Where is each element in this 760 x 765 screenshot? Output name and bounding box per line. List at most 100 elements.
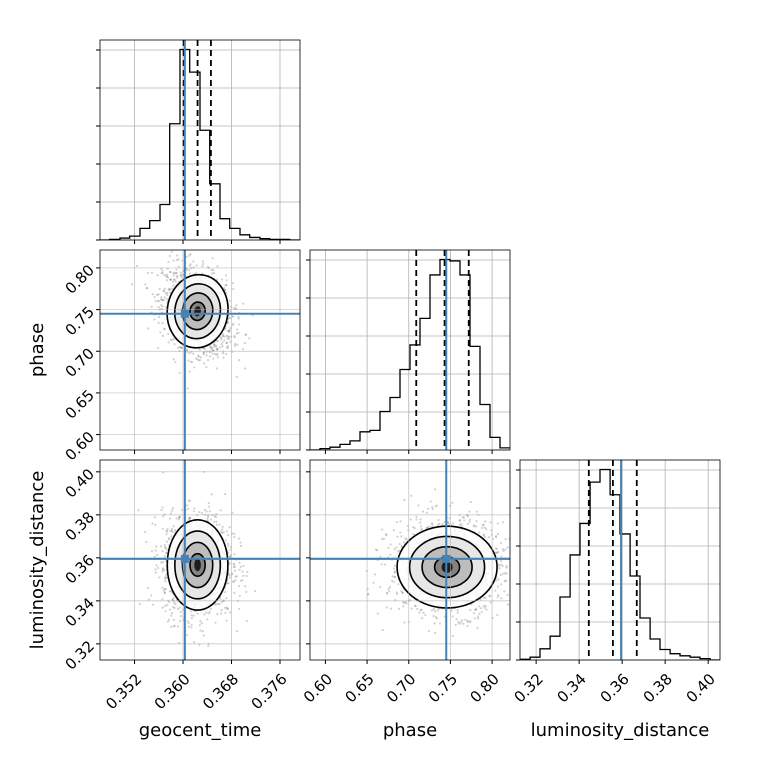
- sample-point: [392, 529, 396, 532]
- sample-point: [216, 347, 219, 351]
- y-tick-label-phase: 0.60: [62, 428, 98, 464]
- sample-point: [431, 523, 434, 526]
- sample-point: [164, 546, 167, 550]
- sample-point: [482, 534, 485, 537]
- sample-point: [511, 587, 513, 589]
- sample-point: [199, 629, 202, 632]
- sample-point: [405, 602, 408, 605]
- sample-point: [434, 616, 438, 619]
- sample-point: [494, 547, 497, 550]
- sample-point: [393, 575, 397, 578]
- sample-point: [399, 520, 402, 523]
- sample-point: [448, 517, 451, 520]
- sample-point: [168, 254, 171, 258]
- sample-point: [188, 370, 191, 373]
- sample-point: [414, 604, 417, 608]
- sample-point: [220, 612, 223, 615]
- sample-point: [214, 344, 217, 347]
- sample-point: [161, 321, 164, 325]
- y-tick-label-luminosity_distance: 0.32: [62, 637, 98, 673]
- sample-point: [367, 592, 370, 595]
- sample-point: [176, 254, 179, 257]
- sample-point: [403, 621, 406, 624]
- sample-point: [211, 352, 214, 355]
- sample-point: [150, 271, 154, 274]
- sample-point: [379, 555, 382, 558]
- sample-point: [153, 318, 156, 321]
- sample-point: [170, 612, 174, 615]
- sample-point: [173, 624, 176, 627]
- sample-point: [219, 509, 222, 512]
- sample-point: [172, 284, 175, 287]
- sample-point: [163, 591, 166, 594]
- sample-point: [176, 607, 180, 611]
- sample-point: [218, 523, 221, 526]
- sample-point: [173, 606, 176, 610]
- sample-point: [192, 614, 195, 617]
- sample-point: [168, 288, 171, 291]
- sample-point: [163, 328, 166, 331]
- sample-point: [224, 611, 227, 614]
- sample-point: [400, 589, 403, 593]
- sample-point: [200, 512, 204, 515]
- sample-point: [433, 610, 437, 613]
- sample-point: [494, 589, 497, 592]
- sample-point: [227, 338, 231, 341]
- sample-point: [499, 541, 503, 544]
- sample-point: [207, 644, 210, 648]
- sample-point: [225, 346, 229, 349]
- sample-point: [219, 597, 222, 600]
- sample-point: [233, 553, 236, 556]
- sample-point: [229, 548, 232, 551]
- sample-point: [167, 276, 170, 279]
- sample-point: [237, 315, 240, 319]
- sample-point: [154, 571, 158, 574]
- sample-point: [170, 625, 173, 629]
- sample-point: [412, 525, 415, 529]
- sample-point: [165, 275, 168, 278]
- sample-point: [398, 542, 401, 546]
- sample-point: [150, 594, 153, 597]
- sample-point: [172, 337, 175, 341]
- sample-point: [206, 618, 209, 621]
- sample-point: [162, 290, 165, 293]
- sample-point: [212, 272, 216, 275]
- sample-point: [153, 516, 157, 519]
- sample-point: [483, 526, 486, 529]
- sample-point: [163, 568, 166, 572]
- sample-point: [198, 624, 201, 627]
- sample-point: [202, 634, 205, 637]
- sample-point: [212, 268, 215, 272]
- sample-point: [405, 538, 408, 541]
- panel-frame: [99, 459, 301, 661]
- sample-point: [189, 360, 192, 363]
- sample-point: [150, 305, 153, 308]
- sample-point: [489, 601, 492, 604]
- sample-point: [187, 507, 190, 511]
- sample-point: [177, 258, 180, 261]
- sample-point: [169, 590, 173, 593]
- sample-point: [517, 533, 519, 535]
- sample-point: [506, 546, 509, 549]
- sample-point: [416, 607, 419, 611]
- sample-point: [180, 347, 183, 350]
- sample-point: [168, 270, 172, 274]
- y-axis-label-phase: phase: [27, 323, 48, 377]
- sample-point: [161, 570, 164, 573]
- sample-point: [496, 551, 499, 554]
- sample-point: [164, 546, 167, 549]
- sample-point: [166, 603, 169, 607]
- sample-point: [144, 283, 147, 286]
- sample-point: [210, 268, 213, 271]
- sample-point: [157, 300, 160, 303]
- sample-point: [481, 524, 485, 527]
- sample-point: [223, 335, 226, 338]
- sample-point: [221, 341, 224, 344]
- sample-point: [402, 541, 406, 544]
- sample-point: [387, 587, 390, 590]
- sample-point: [241, 348, 245, 351]
- sample-point: [399, 531, 402, 534]
- sample-point: [396, 535, 399, 538]
- sample-point: [170, 535, 173, 538]
- sample-point: [239, 541, 242, 544]
